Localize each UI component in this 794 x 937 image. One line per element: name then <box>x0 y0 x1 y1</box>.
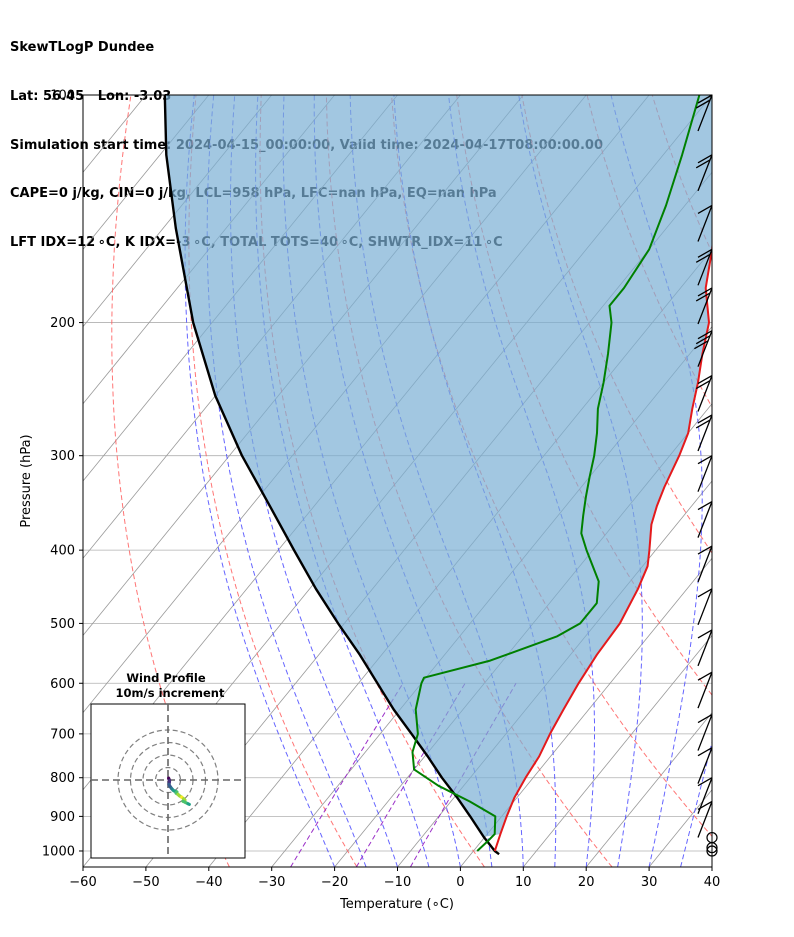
dry-adiabat <box>717 95 794 867</box>
wind-barb <box>695 414 713 452</box>
x-axis-label: Temperature (∘C) <box>339 897 454 912</box>
y-tick-label: 400 <box>50 544 75 559</box>
wind-barb <box>695 94 713 132</box>
x-tick-label: 30 <box>641 875 658 890</box>
x-axis-ticks: −60 −50 −40 −30 −20 −10 0 10 20 30 40 <box>69 867 720 890</box>
y-tick-label: 300 <box>50 449 75 464</box>
x-tick-label: −10 <box>384 875 411 890</box>
isotherm-line <box>775 95 794 867</box>
temperature-line <box>493 239 712 852</box>
wind-barb <box>697 545 713 583</box>
y-tick-label: 200 <box>50 316 75 331</box>
wind-barb <box>697 800 713 838</box>
y-tick-label: 700 <box>50 727 75 742</box>
y-tick-label: 900 <box>50 810 75 825</box>
wind-barb <box>697 501 713 538</box>
dry-adiabat <box>783 95 794 867</box>
hodograph-title: Wind Profile <box>126 671 206 685</box>
parcel-line <box>163 95 500 856</box>
wind-barb <box>695 154 713 192</box>
y-tick-label: 100 <box>50 89 75 104</box>
moist-adiabat <box>255 95 430 867</box>
x-tick-label: −30 <box>258 875 285 890</box>
wind-barb <box>695 248 713 286</box>
hodograph-subtitle: 10m/s increment <box>116 686 225 700</box>
isotherm-line <box>83 95 273 328</box>
x-tick-label: 40 <box>704 875 721 890</box>
wind-barb <box>697 713 713 751</box>
moist-adiabat <box>711 865 712 867</box>
x-tick-label: −40 <box>195 875 222 890</box>
x-tick-label: −20 <box>321 875 348 890</box>
wind-barb <box>695 287 713 325</box>
x-tick-label: 0 <box>456 875 464 890</box>
wind-barb <box>697 204 713 242</box>
cape-shading <box>164 95 712 837</box>
moist-adiabat <box>610 95 703 867</box>
wind-barb <box>694 330 713 367</box>
dry-adiabat <box>188 95 358 867</box>
y-tick-label: 600 <box>50 677 75 692</box>
wind-barb <box>697 455 713 492</box>
y-tick-label: 800 <box>50 771 75 786</box>
y-axis-label: Pressure (hPa) <box>19 434 34 527</box>
cape-fill-layer <box>164 95 712 837</box>
wind-barb <box>697 747 713 784</box>
wind-barb <box>697 588 713 626</box>
moist-adiabat <box>184 95 336 867</box>
chart-title: SkewTLogP Dundee <box>10 40 155 56</box>
x-tick-label: −50 <box>132 875 159 890</box>
y-tick-label: 1000 <box>42 844 75 859</box>
isotherm-line <box>585 711 712 867</box>
hodograph-segment <box>186 802 191 806</box>
x-tick-label: 10 <box>515 875 532 890</box>
dewpoint-line <box>411 95 701 852</box>
wind-barb <box>695 374 713 412</box>
wind-barb <box>697 671 713 709</box>
y-tick-label: 500 <box>50 617 75 632</box>
isotherm-line <box>711 866 712 867</box>
isotherm-line <box>83 95 210 251</box>
location-line: Lat: 56.45 Lon: -3.03 <box>10 89 172 105</box>
moist-adiabat <box>206 95 367 867</box>
wind-barb <box>697 629 713 667</box>
isotherm-line <box>460 557 712 867</box>
isotherm-line <box>522 634 712 867</box>
mixing-ratio-line <box>290 683 404 867</box>
x-tick-label: −60 <box>69 875 96 890</box>
profile-series <box>163 95 712 856</box>
x-tick-label: 20 <box>578 875 595 890</box>
moist-adiabat <box>230 95 398 867</box>
y-axis-ticks: 100 200 300 400 500 600 700 800 900 1000 <box>42 89 83 859</box>
